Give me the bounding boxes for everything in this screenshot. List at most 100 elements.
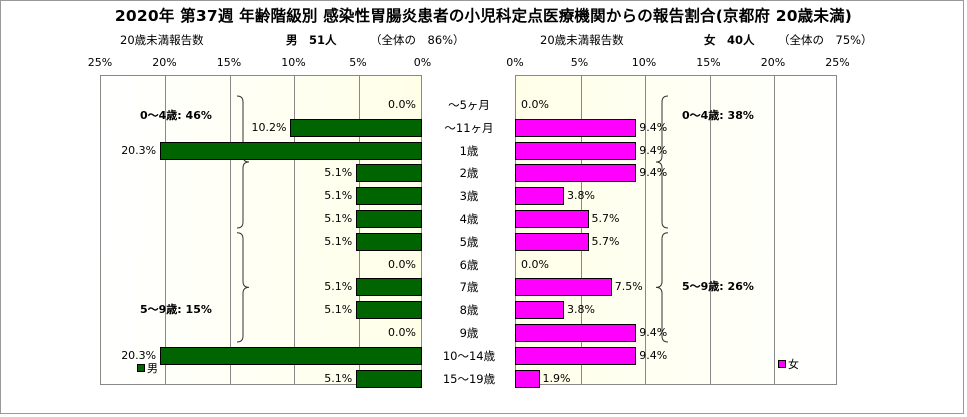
category-label: 7歳 — [459, 280, 479, 295]
category-label: 10～14歳 — [442, 348, 496, 363]
female-gridline — [580, 76, 582, 384]
female-value-label: 5.7% — [591, 212, 620, 225]
female-bar — [515, 369, 540, 388]
female-gridline — [645, 76, 646, 384]
male-tick-label: 0% — [413, 56, 432, 69]
female-bar — [515, 187, 565, 206]
male-tick-label: 10% — [281, 56, 306, 69]
female-value-label: 9.4% — [639, 326, 668, 339]
category-label: 2歳 — [459, 166, 479, 181]
female-tick-label: 0% — [506, 56, 524, 69]
category-label: 9歳 — [459, 326, 479, 340]
male-count-label: 男 51人 — [286, 33, 337, 47]
category-label: 1歳 — [459, 143, 479, 158]
female-bar — [515, 164, 637, 183]
female-share-label: （全体の 75%） — [778, 33, 873, 47]
male-bar — [356, 232, 422, 251]
male-tick-label: 20% — [152, 56, 177, 69]
female-bar — [515, 141, 637, 160]
male-bar — [356, 164, 422, 183]
category-label: 5歳 — [459, 234, 479, 249]
female-tick-label: 25% — [825, 56, 850, 69]
male-bar — [160, 141, 422, 160]
female-tick-label: 20% — [760, 56, 786, 69]
female-group-label: 5～9歳: 26% — [682, 280, 754, 294]
male-group-label: 5～9歳: 15% — [140, 303, 212, 316]
female-bar — [515, 324, 637, 342]
male-gridline — [165, 76, 166, 384]
male-value-label: 0.0% — [388, 257, 416, 271]
male-bar — [356, 187, 422, 206]
male-bar — [356, 278, 422, 297]
female-group-brace — [655, 95, 669, 229]
male-value-label: 5.1% — [324, 212, 353, 225]
female-bar — [515, 232, 589, 251]
male-bar — [290, 118, 422, 137]
female-value-label: 5.7% — [591, 234, 620, 248]
female-bar — [515, 118, 637, 137]
female-value-label: 3.8% — [567, 189, 595, 203]
male-tick-label: 15% — [216, 56, 242, 69]
category-label: 3歳 — [459, 189, 479, 204]
male-gridline — [294, 76, 295, 384]
female-tick-label: 10% — [631, 56, 657, 69]
female-group-label: 0～4歳: 38% — [682, 109, 754, 122]
male-value-label: 5.1% — [324, 189, 353, 203]
male-bar — [160, 346, 422, 365]
male-tick-label: 25% — [87, 56, 113, 69]
female-value-label: 0.0% — [521, 257, 549, 271]
category-label: 4歳 — [459, 212, 479, 226]
category-label: 15～19歳 — [442, 371, 496, 386]
male-gridline — [358, 76, 360, 384]
female-value-label: 7.5% — [614, 280, 643, 294]
male-value-label: 0.0% — [388, 326, 416, 339]
female-value-label: 9.4% — [639, 166, 668, 180]
male-group-brace — [236, 95, 250, 229]
category-label: 8歳 — [459, 303, 479, 318]
female-tick-label: 15% — [696, 56, 721, 69]
female-value-label: 9.4% — [639, 120, 668, 134]
female-legend-swatch — [778, 360, 786, 368]
female-value-label: 3.8% — [567, 303, 595, 317]
male-share-label: （全体の 86%） — [370, 33, 465, 47]
male-value-label: 0.0% — [388, 98, 416, 111]
male-gridline — [229, 76, 231, 384]
male-value-label: 5.1% — [324, 303, 353, 317]
female-tick-label: 5% — [570, 56, 589, 69]
female-value-label: 9.4% — [639, 143, 668, 157]
male-tick-label: 5% — [349, 56, 367, 69]
female-legend-label: 女 — [788, 358, 799, 371]
female-count-label: 女 40人 — [704, 33, 755, 47]
male-bar — [356, 369, 422, 388]
female-value-label: 9.4% — [639, 348, 668, 362]
male-bar — [356, 210, 422, 228]
category-label: ～11ヶ月 — [444, 120, 494, 135]
female-legend: 女 — [778, 356, 799, 372]
category-label: ～5ヶ月 — [448, 98, 490, 112]
female-gridline — [709, 76, 711, 384]
male-value-label: 5.1% — [324, 234, 353, 248]
male-legend: 男 — [137, 360, 158, 376]
female-count-caption: 20歳未満報告数 — [540, 33, 624, 47]
chart-title: 2020年 第37週 年齢階級別 感染性胃腸炎患者の小児科定点医療機関からの報告… — [114, 7, 853, 25]
female-value-label: 1.9% — [542, 371, 571, 385]
male-value-label: 5.1% — [324, 280, 353, 294]
male-value-label: 20.3% — [121, 348, 157, 362]
male-legend-swatch — [137, 364, 145, 372]
female-bar — [515, 346, 637, 365]
female-bar — [515, 278, 612, 297]
male-legend-label: 男 — [147, 362, 158, 375]
category-label: 6歳 — [459, 257, 479, 272]
male-value-label: 10.2% — [251, 120, 287, 134]
male-group-brace — [236, 232, 250, 343]
female-group-brace — [655, 232, 669, 343]
male-group-label: 0～4歳: 46% — [140, 109, 212, 122]
female-gridline — [774, 76, 775, 384]
male-value-label: 5.1% — [324, 166, 353, 180]
male-value-label: 20.3% — [121, 143, 157, 157]
male-count-caption: 20歳未満報告数 — [120, 33, 204, 47]
female-bar — [515, 210, 589, 228]
female-bar — [515, 301, 565, 320]
male-bar — [356, 301, 422, 320]
